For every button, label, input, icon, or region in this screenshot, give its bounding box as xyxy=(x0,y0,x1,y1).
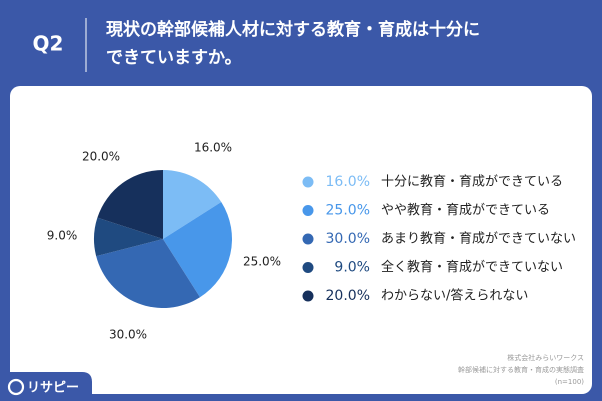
legend-label: 十分に教育・育成ができている xyxy=(381,174,563,190)
logo-tab xyxy=(0,372,92,401)
source: 株式会社みらいワークス xyxy=(507,353,584,362)
value-label: 9.0% xyxy=(47,229,78,243)
card xyxy=(10,86,592,394)
pie-slice xyxy=(163,202,233,298)
logo: リサピー xyxy=(27,381,79,396)
pie-slice xyxy=(96,239,200,308)
legend-label: あまり教育・育成ができていない xyxy=(381,231,576,247)
legend: 16.0% 十分に教育・育成ができている 25.0% やや教育・育成ができている 30.… xyxy=(302,174,576,304)
value-label: 30.0% xyxy=(109,328,147,342)
value-label: 25.0% xyxy=(243,255,281,269)
pie-slice xyxy=(93,217,163,257)
value-label: 20.0% xyxy=(82,150,120,164)
chart-title: 現状の幹部候補人材に対する教育・育成は十分に xyxy=(106,19,480,40)
legend-label: わからない/答えられない xyxy=(381,288,528,304)
value-label: 16.0% xyxy=(194,141,232,155)
legend-marker xyxy=(302,290,314,302)
legend-value: 25.0% xyxy=(326,203,370,219)
legend-marker xyxy=(302,205,314,216)
legend-label: やや教育・育成ができている xyxy=(381,202,550,218)
logo-icon xyxy=(7,378,25,396)
chart-title: できていますか。 xyxy=(106,48,242,68)
legend-label: 全く教育・育成ができていない xyxy=(381,259,563,275)
legend-marker xyxy=(302,176,314,188)
question-label: Q2 xyxy=(33,32,64,56)
source: 幹部候補に対する教育・育成の実態調査 xyxy=(458,365,584,374)
legend-value: 20.0% xyxy=(326,288,370,304)
legend-value: 16.0% xyxy=(326,174,370,190)
pie-slice xyxy=(163,170,222,239)
legend-marker xyxy=(302,262,314,273)
source: (n=100) xyxy=(555,378,584,386)
legend-value: 9.0% xyxy=(334,260,370,276)
pie: 16.0% 25.0% 30.0% 9.0% 20.0% xyxy=(47,141,281,342)
legend-value: 30.0% xyxy=(326,231,370,247)
legend-marker xyxy=(302,233,314,245)
pie-slice xyxy=(97,170,163,239)
